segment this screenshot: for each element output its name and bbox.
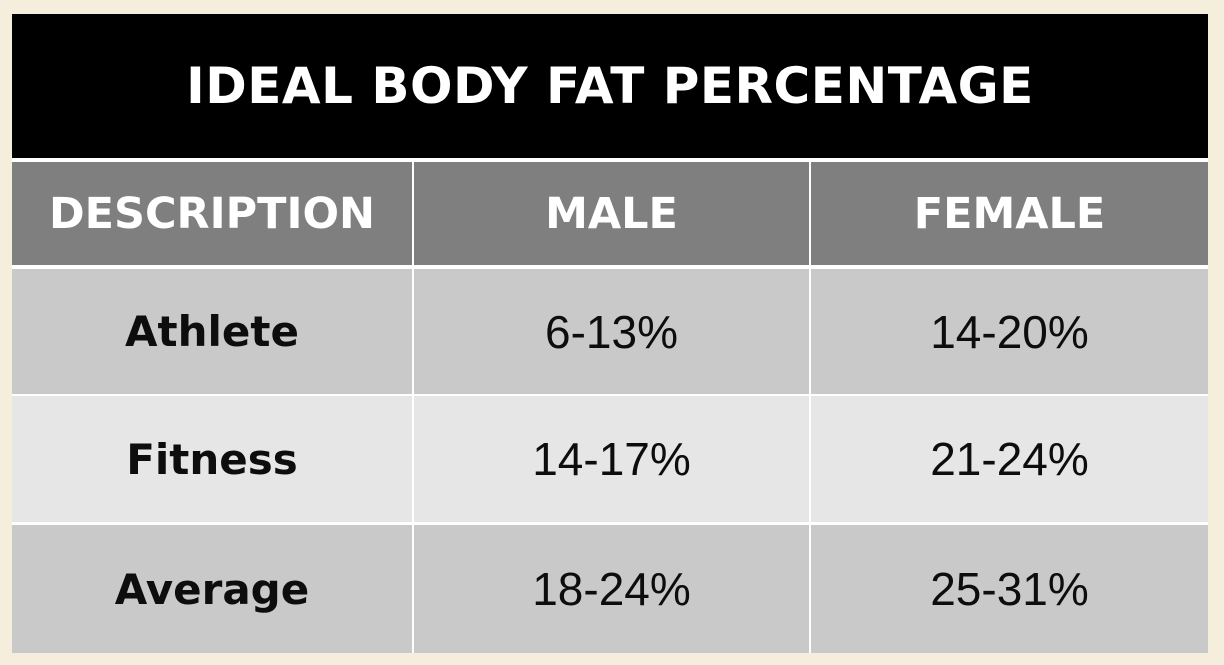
column-header-description: DESCRIPTION bbox=[12, 162, 412, 265]
row-description: Athlete bbox=[12, 269, 412, 394]
row-male-value: 6-13% bbox=[414, 269, 809, 394]
row-description: Average bbox=[12, 525, 412, 653]
row-description: Fitness bbox=[12, 396, 412, 522]
row-female-value: 14-20% bbox=[811, 269, 1208, 394]
row-female-value: 25-31% bbox=[811, 525, 1208, 653]
column-header-female: FEMALE bbox=[811, 162, 1208, 265]
table-title-bar: IDEAL BODY FAT PERCENTAGE bbox=[12, 14, 1208, 158]
table-row: Fitness 14-17% 21-24% bbox=[12, 396, 1208, 522]
body-fat-table: IDEAL BODY FAT PERCENTAGE DESCRIPTION MA… bbox=[12, 14, 1208, 653]
row-male-value: 18-24% bbox=[414, 525, 809, 653]
column-header-male: MALE bbox=[414, 162, 809, 265]
table-row: Athlete 6-13% 14-20% bbox=[12, 269, 1208, 394]
row-male-value: 14-17% bbox=[414, 396, 809, 522]
row-female-value: 21-24% bbox=[811, 396, 1208, 522]
table-header-row: DESCRIPTION MALE FEMALE bbox=[12, 162, 1208, 265]
table-title: IDEAL BODY FAT PERCENTAGE bbox=[186, 57, 1034, 115]
table-row: Average 18-24% 25-31% bbox=[12, 525, 1208, 653]
